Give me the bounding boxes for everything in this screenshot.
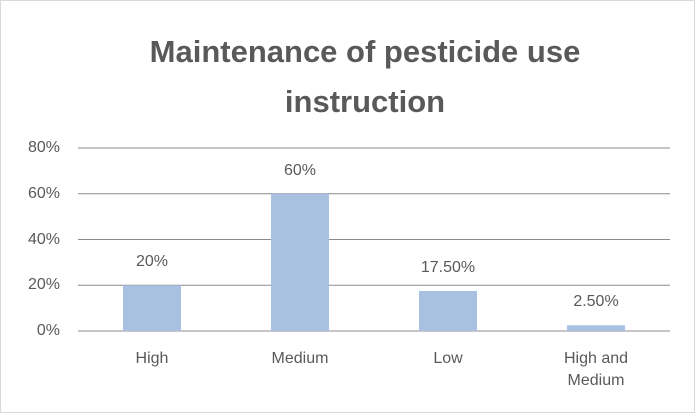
y-tick-label: 80% (27, 139, 60, 156)
x-tick-label: High and Medium (563, 350, 629, 389)
y-tick-label: 40% (27, 230, 60, 248)
bar (567, 325, 625, 331)
bar (271, 193, 329, 331)
x-tick-label: Low (433, 350, 463, 367)
y-tick-label: 0% (36, 322, 60, 339)
data-label: 60% (283, 161, 317, 179)
y-tick-label: 20% (27, 276, 60, 294)
data-label: 2.50% (573, 293, 619, 311)
data-label: 17.50% (420, 258, 476, 276)
x-tick-label: High (135, 350, 169, 367)
x-tick-label: Medium (271, 350, 329, 367)
data-label: 20% (135, 253, 169, 271)
y-tick-label: 60% (27, 184, 60, 202)
bar (123, 285, 181, 331)
bar (419, 290, 477, 331)
chart-title: Maintenance of pesticide use instruction (149, 34, 581, 119)
